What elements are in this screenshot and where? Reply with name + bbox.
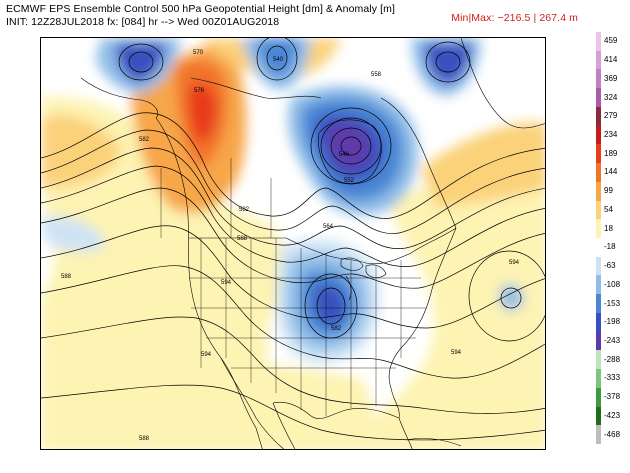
colorbar-label: -288 [604, 354, 621, 364]
colorbar-swatch [596, 294, 601, 313]
contour-label: 576 [194, 88, 205, 94]
colorbar-swatch [596, 106, 601, 126]
low-anomaly-north-center-core [256, 38, 299, 78]
map-canvas: 570 576 582 588 594 558 552 564 546 540 … [41, 38, 545, 449]
ridge-anomaly-core [188, 83, 217, 143]
contour-label: 582 [239, 207, 250, 213]
colorbar-label: -243 [604, 336, 621, 345]
min-max-label: Min|Max: −216.5 | 267.4 m [451, 12, 578, 24]
colorbar-label: -468 [604, 429, 621, 439]
contour-label: 570 [193, 50, 204, 56]
colorbar-label: 189 [604, 148, 618, 158]
colorbar-swatch [596, 181, 601, 201]
colorbar-label: 99 [604, 186, 613, 196]
colorbar-label: 414 [604, 55, 618, 65]
colorbar-label: 369 [604, 73, 618, 83]
colorbar-label: -423 [604, 410, 621, 420]
colorbar-label: -63 [604, 261, 616, 271]
colorbar-swatch [596, 387, 601, 407]
contour-label: 594 [451, 350, 462, 356]
anomaly-map: 570 576 582 588 594 558 552 564 546 540 … [40, 37, 546, 450]
colorbar-swatch [596, 88, 601, 107]
colorbar-swatch [596, 312, 601, 332]
colorbar-label: 459 [604, 36, 618, 46]
atlantic-low-anomaly [499, 284, 523, 311]
colorbar-swatch [596, 238, 601, 257]
colorbar-label: 324 [604, 92, 618, 102]
positive-anomaly-east [342, 166, 545, 449]
contour-label: 540 [273, 57, 284, 63]
low-anomaly-nw-core [116, 43, 166, 82]
colorbar-label: -18 [604, 242, 616, 252]
pacific-low-anomaly [41, 216, 106, 252]
colorbar: 459 414 369 324 279 234 189 144 99 54 18 -18 -63 -108… [596, 32, 626, 444]
contour-label: 594 [509, 260, 520, 266]
colorbar-swatch [596, 32, 601, 51]
contour-label: 594 [201, 352, 212, 358]
positive-anomaly-north-west [41, 114, 121, 188]
contour-label: 582 [331, 326, 342, 332]
low-anomaly-ne-core [424, 43, 471, 84]
colorbar-label: -108 [604, 279, 621, 289]
colorbar-swatch [596, 125, 601, 145]
low-anomaly-hudson-deep [327, 123, 370, 169]
colorbar-label: 144 [604, 167, 618, 177]
colorbar-swatch [596, 69, 601, 89]
colorbar-label: 18 [604, 223, 613, 233]
colorbar-swatch [596, 200, 601, 220]
contour-label-group: 570 576 582 588 594 558 552 564 546 540 … [61, 50, 520, 442]
contour-label: 564 [323, 224, 334, 230]
colorbar-swatch [596, 256, 601, 276]
positive-anomaly-west [41, 97, 291, 449]
trough-anomaly-deep [314, 284, 346, 326]
colorbar-swatch [596, 275, 601, 295]
contour-label: 546 [339, 152, 350, 158]
state-boundaries [160, 158, 426, 416]
colorbar-label: 54 [604, 204, 613, 214]
positive-anomaly-gulf [421, 122, 545, 208]
contour-label: 594 [221, 280, 232, 286]
colorbar-swatch [596, 50, 601, 70]
colorbar-label: -378 [604, 392, 621, 402]
colorbar-label: 279 [604, 111, 618, 121]
colorbar-swatch [596, 219, 601, 238]
colorbar-swatch [596, 331, 601, 351]
contour-label: 588 [61, 274, 72, 280]
colorbar-label: -198 [604, 317, 621, 327]
colorbar-label: 234 [604, 130, 618, 139]
contour-label: 588 [139, 436, 150, 442]
colorbar-swatch [596, 369, 601, 388]
colorbar-swatch [596, 425, 601, 444]
contour-label: 558 [371, 72, 382, 78]
colorbar-label: -333 [604, 373, 621, 383]
colorbar-swatch [596, 350, 601, 370]
colorbar-swatch [596, 406, 601, 426]
colorbar-swatch [596, 144, 601, 164]
contour-label: 588 [237, 236, 248, 242]
contour-label: 582 [139, 137, 150, 143]
height-contours [41, 38, 545, 441]
chart-title: ECMWF EPS Ensemble Control 500 hPa Geopo… [6, 3, 395, 15]
colorbar-label: -153 [604, 298, 621, 308]
positive-anomaly-south [161, 363, 373, 449]
contour-label: 552 [344, 178, 355, 184]
init-time-label: INIT: 12Z28JUL2018 fx: [084] hr --> Wed … [6, 16, 280, 28]
colorbar-swatch [596, 163, 601, 182]
